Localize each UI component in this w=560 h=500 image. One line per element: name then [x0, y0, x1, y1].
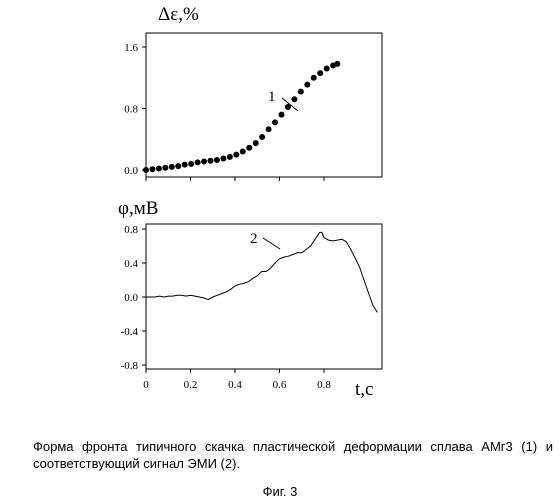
top-data-point	[156, 165, 162, 171]
bottom-ytick-label: -0.4	[121, 326, 139, 338]
top-data-point	[246, 145, 252, 151]
top-data-point	[298, 89, 304, 95]
bottom-xlabel: t,c	[355, 379, 373, 400]
bottom-panel: φ,мВ 0.8 0.4 0.0 -0.4 -0.8 0 0.2 0.4 0.6 0.8 2 t…	[118, 198, 382, 400]
top-data-point	[143, 167, 149, 173]
top-y-ticks: 0.0 0.8 1.6	[124, 42, 146, 177]
bottom-x-ticks: 0 0.2 0.4 0.6 0.8	[143, 369, 331, 391]
top-data-point	[279, 112, 285, 118]
bottom-annotation-leader	[263, 238, 280, 249]
top-data-point	[291, 96, 297, 102]
figure-label: Фиг. 3	[0, 484, 560, 499]
top-data-point	[266, 126, 272, 132]
top-annotation-label: 1	[268, 89, 276, 105]
top-data-point	[334, 61, 340, 67]
top-data-point	[201, 159, 207, 165]
bottom-ytick-label: -0.8	[121, 360, 139, 372]
top-ytick-label: 0.0	[124, 165, 138, 177]
top-data-point	[169, 164, 175, 170]
bottom-ytick-label: 0.0	[124, 292, 138, 304]
top-data-point	[324, 66, 330, 72]
bottom-xtick-label: 0	[143, 379, 149, 391]
top-ylabel: Δε,%	[158, 4, 199, 25]
top-data-point	[195, 159, 201, 165]
top-data-point	[220, 155, 226, 161]
top-data-point	[317, 70, 323, 76]
top-data-point	[188, 161, 194, 167]
top-data-point	[240, 149, 246, 155]
top-panel: Δε,% 0.0 0.8 1.6 1	[124, 4, 382, 181]
bottom-y-ticks: 0.8 0.4 0.0 -0.4 -0.8	[121, 224, 146, 372]
top-data-point	[304, 82, 310, 88]
top-data-point	[259, 134, 265, 140]
top-data-point	[227, 154, 233, 160]
bottom-ylabel: φ,мВ	[118, 198, 158, 219]
bottom-xtick-label: 0.4	[228, 379, 242, 391]
figure-caption: Форма фронта типичного скачка пластическ…	[33, 438, 553, 472]
top-ytick-label: 1.6	[124, 42, 138, 54]
top-data-point	[272, 119, 278, 125]
top-data-point	[233, 152, 239, 158]
bottom-plot-frame	[146, 224, 382, 369]
top-data-point	[253, 140, 259, 146]
bottom-annotation-label: 2	[250, 231, 258, 247]
top-data-point	[162, 165, 168, 171]
bottom-ytick-label: 0.8	[124, 224, 138, 236]
top-data-point	[214, 157, 220, 163]
top-data-point	[149, 166, 155, 172]
bottom-xtick-label: 0.2	[184, 379, 198, 391]
top-data-point	[182, 162, 188, 168]
top-x-ticks	[146, 177, 324, 181]
top-data-point	[208, 158, 214, 164]
bottom-xtick-label: 0.6	[273, 379, 287, 391]
top-data-point	[311, 75, 317, 81]
bottom-xtick-label: 0.8	[317, 379, 331, 391]
top-ytick-label: 0.8	[124, 104, 138, 116]
top-series-points	[143, 61, 340, 173]
top-data-point	[175, 163, 181, 169]
top-plot-frame	[146, 33, 382, 177]
bottom-series-line	[146, 232, 377, 312]
bottom-ytick-label: 0.4	[124, 258, 138, 270]
